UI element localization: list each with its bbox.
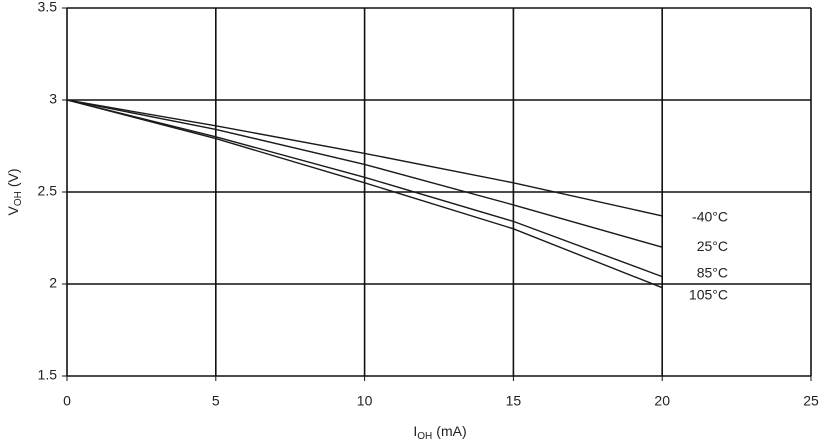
- x-tick-label: 25: [803, 393, 819, 409]
- x-label-sub: OH: [417, 431, 432, 442]
- x-tick-label: 15: [506, 393, 522, 409]
- y-tick-label: 3.5: [38, 0, 58, 15]
- y-label-sub: OH: [13, 191, 24, 206]
- series-label: -40°C: [692, 209, 728, 225]
- x-tick-label: 10: [357, 393, 373, 409]
- y-tick-label: 2: [49, 275, 57, 291]
- y-tick-label: 3: [49, 91, 57, 107]
- y-tick-label: 1.5: [38, 367, 58, 383]
- series-line: [66, 99, 663, 278]
- series-label: 85°C: [697, 264, 728, 280]
- x-label-main: I: [413, 423, 417, 439]
- y-axis-label: VOH (V): [5, 168, 24, 215]
- series-line: [66, 99, 663, 289]
- series-label: 105°C: [689, 286, 728, 302]
- x-tick-label: 5: [212, 393, 220, 409]
- x-tick-label: 20: [654, 393, 670, 409]
- x-axis-label: IOH (mA): [413, 423, 466, 442]
- y-label-unit: (V): [5, 168, 21, 187]
- x-label-unit: (mA): [436, 423, 466, 439]
- x-tick-label: 0: [63, 393, 71, 409]
- series-line: [66, 99, 663, 217]
- series-line: [66, 99, 663, 248]
- series-label: 25°C: [697, 238, 728, 254]
- y-label-main: V: [5, 206, 21, 216]
- y-tick-label: 2.5: [38, 183, 58, 199]
